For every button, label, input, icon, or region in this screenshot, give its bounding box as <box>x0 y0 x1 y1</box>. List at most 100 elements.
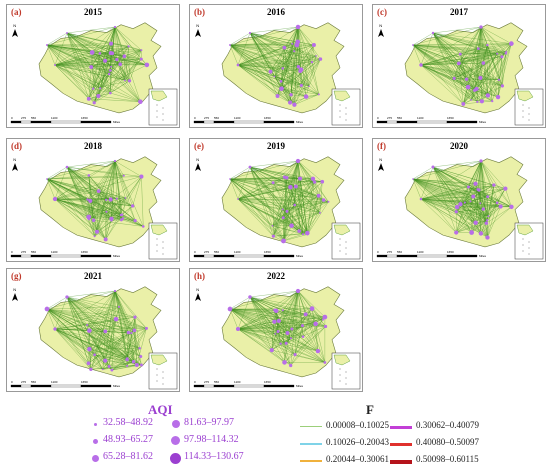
city-node <box>317 93 320 96</box>
svg-text:1100: 1100 <box>234 116 241 120</box>
f-swatch <box>390 426 412 429</box>
f-swatch <box>300 460 322 463</box>
city-node <box>285 331 290 335</box>
svg-text:Miles: Miles <box>479 254 487 258</box>
city-node <box>127 45 130 48</box>
city-node <box>130 204 135 208</box>
city-node <box>115 197 118 200</box>
city-node <box>271 224 274 227</box>
svg-text:0: 0 <box>377 250 379 254</box>
city-node <box>495 201 499 205</box>
city-node <box>310 176 316 181</box>
map-2019: N 0 275 550 1100 1650 Miles <box>193 156 361 260</box>
city-node <box>54 64 56 66</box>
city-node <box>295 158 301 164</box>
city-node <box>138 99 143 105</box>
panel-year: 2018 <box>84 141 102 151</box>
city-node <box>139 174 144 179</box>
city-node <box>89 65 94 69</box>
panel-year: 2021 <box>84 271 102 281</box>
city-node <box>279 342 282 345</box>
f-swatch <box>300 443 322 445</box>
city-node <box>236 63 240 67</box>
city-node <box>126 364 129 367</box>
network-links <box>229 26 321 105</box>
city-node <box>454 210 458 214</box>
china-landmass <box>404 22 528 114</box>
city-node <box>99 87 102 90</box>
city-node <box>113 25 117 29</box>
map-panel-2022: N 0 275 550 1100 1650 Miles (h) 2022 <box>189 268 363 392</box>
city-node <box>486 219 489 222</box>
city-node <box>131 360 136 364</box>
city-node <box>476 100 479 103</box>
city-node <box>276 318 281 323</box>
map-2022: N 0 275 550 1100 1650 Miles <box>193 286 361 390</box>
aqi-item-3: 65.28–81.62 <box>103 451 153 462</box>
city-node <box>130 331 133 335</box>
city-node <box>281 208 284 211</box>
city-node <box>293 353 297 357</box>
scale-bar: 0 275 550 1100 1650 Miles <box>10 116 121 124</box>
city-node <box>295 24 301 30</box>
city-node <box>419 197 423 201</box>
city-node <box>140 49 143 52</box>
city-node <box>315 348 321 354</box>
scale-bar: 0 275 550 1100 1650 Miles <box>193 380 304 388</box>
city-node <box>93 235 96 238</box>
city-node <box>110 368 114 372</box>
city-node <box>279 86 284 92</box>
city-node <box>96 93 101 99</box>
city-node <box>98 52 102 55</box>
city-node <box>229 178 231 180</box>
city-node <box>87 174 91 177</box>
city-node <box>107 364 111 368</box>
city-node <box>474 86 479 91</box>
svg-text:0: 0 <box>194 116 196 120</box>
city-node <box>289 93 293 97</box>
city-node <box>479 159 483 163</box>
city-node <box>458 61 461 64</box>
city-node <box>115 57 119 62</box>
svg-text:1650: 1650 <box>264 250 271 254</box>
scale-bar: 0 275 550 1100 1650 Miles <box>193 250 304 258</box>
city-node <box>91 218 96 222</box>
north-label: N <box>13 157 16 162</box>
svg-text:0: 0 <box>11 380 13 384</box>
city-node <box>503 186 508 191</box>
city-node <box>305 230 310 236</box>
city-node <box>87 328 92 333</box>
north-label: N <box>379 23 382 28</box>
city-node <box>273 308 276 312</box>
city-node <box>46 44 48 46</box>
city-node <box>318 57 323 61</box>
city-node <box>303 94 309 99</box>
svg-text:550: 550 <box>31 116 36 120</box>
panel-year: 2019 <box>267 141 285 151</box>
city-node <box>109 91 112 95</box>
city-node <box>140 363 143 367</box>
city-node <box>103 358 108 363</box>
map-2020: N 0 275 550 1100 1650 Miles <box>376 156 544 260</box>
city-node <box>412 44 414 46</box>
svg-text:Miles: Miles <box>296 254 304 258</box>
city-node <box>227 306 233 312</box>
city-node <box>479 99 485 104</box>
city-node <box>122 54 127 59</box>
city-node <box>113 159 117 163</box>
north-arrow-icon <box>195 29 201 37</box>
map-2015: N 0 275 550 1100 1650 Miles <box>10 22 178 126</box>
svg-text:550: 550 <box>397 116 402 120</box>
city-node <box>294 42 300 48</box>
network-links <box>412 26 512 105</box>
aqi-dot-6 <box>170 453 181 464</box>
city-node <box>509 41 514 46</box>
city-node <box>105 210 108 213</box>
city-node <box>476 188 480 191</box>
city-node <box>481 207 486 211</box>
aqi-dot-3 <box>92 455 99 462</box>
north-arrow-icon <box>378 163 384 171</box>
svg-text:550: 550 <box>214 380 219 384</box>
city-node <box>296 65 301 69</box>
city-node <box>486 43 489 47</box>
